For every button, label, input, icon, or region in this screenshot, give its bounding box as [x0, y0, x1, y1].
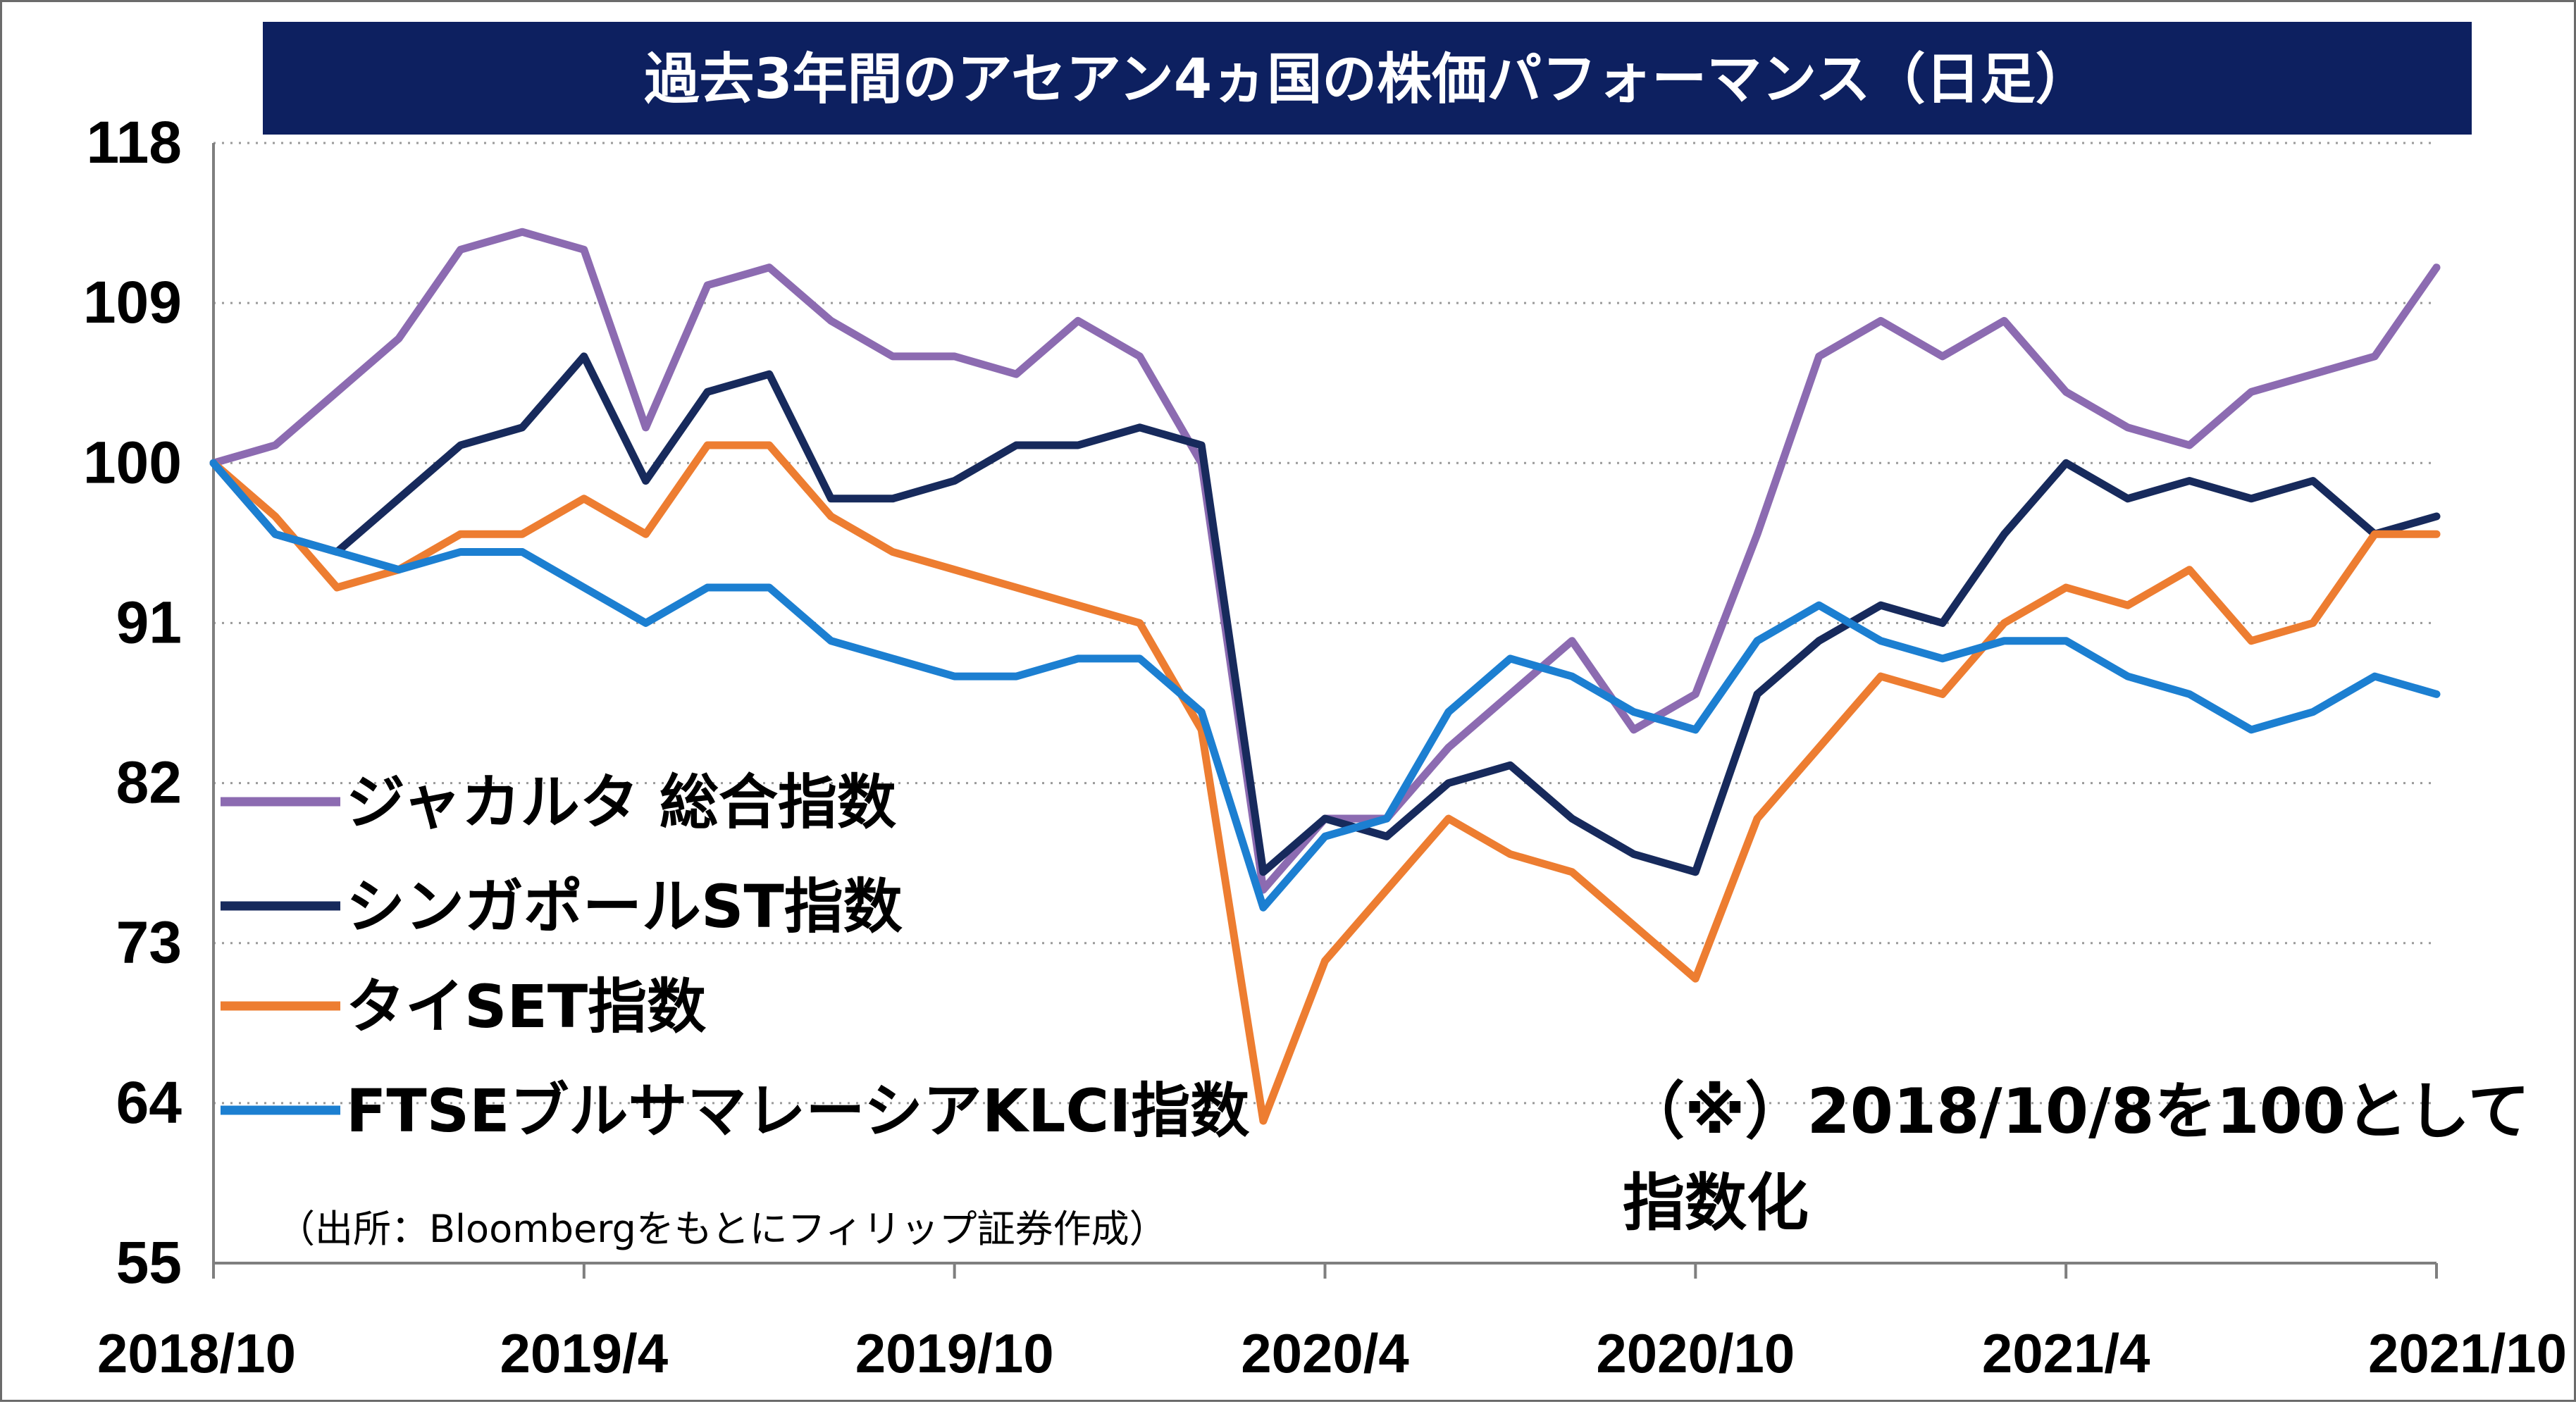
x-tick-label: 2020/10	[1596, 1322, 1795, 1384]
x-tick-label: 2020/4	[1241, 1322, 1409, 1384]
legend-label: FTSEブルサマレーシアKLCI指数	[346, 1076, 1249, 1145]
legend-label: シンガポールST指数	[346, 872, 903, 941]
x-tick-label: 2019/10	[855, 1322, 1054, 1384]
x-tick-label: 2021/4	[1982, 1322, 2150, 1384]
y-tick-label: 109	[83, 269, 182, 335]
y-tick-label: 55	[116, 1229, 182, 1296]
chart-title-background	[263, 22, 2472, 135]
series-line-2	[209, 352, 2441, 876]
legend-label: タイSET指数	[346, 972, 706, 1041]
source-note: （出所：Bloombergをもとにフィリップ証券作成）	[277, 1207, 1168, 1251]
chart-title-group: 過去3年間のアセアン4ヵ国の株価パフォーマンス（日足）	[263, 22, 2472, 135]
series-line-4	[209, 459, 2441, 912]
y-tick-label: 82	[116, 750, 182, 816]
annotation-line: 指数化	[1623, 1167, 1809, 1239]
y-tick-label: 91	[116, 589, 182, 655]
x-tick-label: 2018/10	[97, 1322, 296, 1384]
y-tick-label: 100	[83, 429, 182, 495]
series-line-3	[209, 441, 2441, 1125]
y-tick-label: 64	[116, 1069, 182, 1136]
annotation-line: （※）2018/10/8を100として	[1623, 1075, 2530, 1148]
x-tick-label: 2019/4	[500, 1322, 669, 1384]
chart-title: 過去3年間のアセアン4ヵ国の株価パフォーマンス（日足）	[644, 48, 2090, 111]
legend-label: ジャカルタ 総合指数	[346, 768, 896, 837]
y-tick-label: 118	[86, 109, 182, 175]
series-lines	[209, 228, 2441, 1125]
y-tick-label: 73	[116, 909, 182, 976]
axes: 118 109 100 91 82 73 64 55 2018/10 2019/4 2019/10 2…	[83, 109, 2567, 1384]
x-tick-label: 2021/10	[2368, 1322, 2567, 1384]
